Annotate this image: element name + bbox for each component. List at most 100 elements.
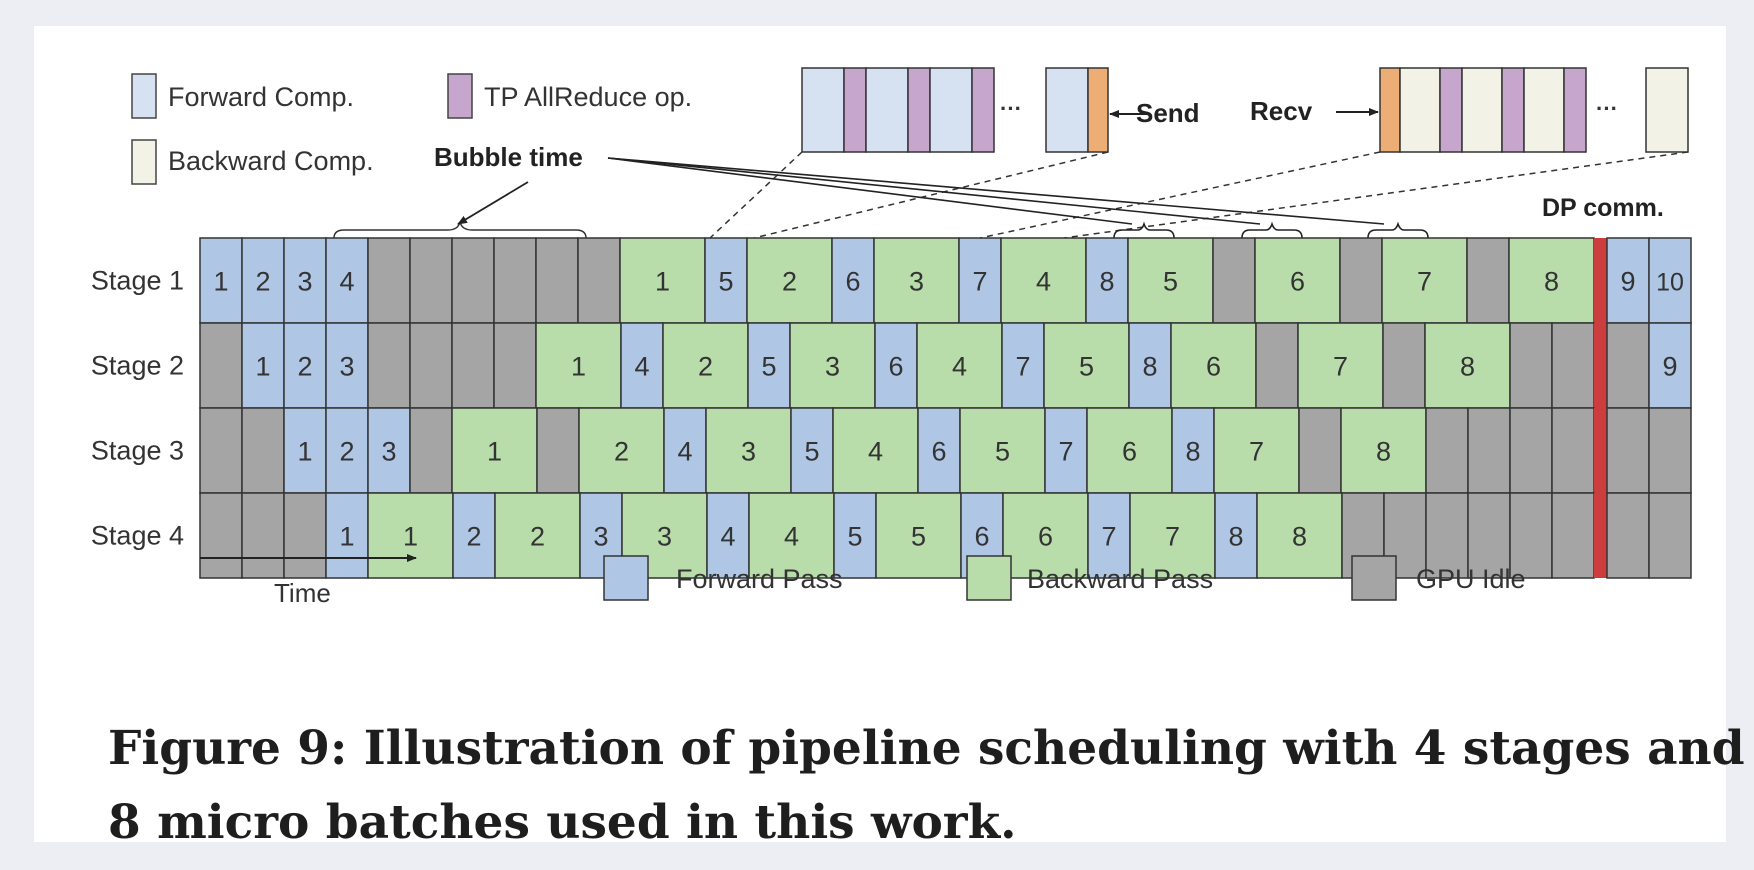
- micro-batch-number: 8: [1376, 437, 1391, 467]
- dp-comm-cell: [1594, 408, 1607, 493]
- bubble-arrow: [457, 181, 529, 225]
- micro-batch-number: 10: [1656, 269, 1684, 297]
- idle-cell: [199, 492, 243, 579]
- forward-cell: [283, 322, 327, 409]
- dp-comm-cell: [1594, 238, 1607, 323]
- figure-caption: Figure 9: Illustration of pipeline sched…: [108, 712, 1748, 860]
- forward-comp-swatch: [131, 73, 157, 119]
- forward-cell: [1044, 407, 1088, 494]
- micro-batch-number: 7: [1333, 352, 1348, 382]
- forward-cell: [1648, 237, 1692, 324]
- backward-pass-swatch: [966, 555, 1012, 601]
- forward-cell: [1214, 492, 1258, 579]
- micro-batch-number: 8: [1142, 352, 1157, 382]
- idle-cell: [451, 322, 495, 409]
- micro-batch-number: 7: [1101, 522, 1116, 552]
- idle-cell: [409, 407, 453, 494]
- forward-cell: [283, 237, 327, 324]
- micro-batch-number: 8: [1099, 267, 1114, 297]
- micro-batch-number: 8: [1460, 352, 1475, 382]
- idle-cell: [536, 407, 580, 494]
- idle-cell: [1551, 407, 1595, 494]
- forward-cell: [1648, 322, 1692, 409]
- backward-cell: [1129, 492, 1216, 579]
- idle-cell: [535, 237, 579, 324]
- figure: Forward Comp. TP AllReduce op. Backward …: [34, 26, 1745, 850]
- micro-batch-number: 3: [741, 437, 756, 467]
- idle-cell: [1212, 237, 1256, 324]
- idle-cell: [1382, 322, 1426, 409]
- backward-cell: [832, 407, 919, 494]
- gpu-idle-swatch: [1351, 555, 1397, 601]
- backward-cell: [1254, 237, 1341, 324]
- micro-batch-number: 5: [718, 267, 733, 297]
- backward-cell: [1086, 407, 1173, 494]
- forward-cell: [367, 407, 411, 494]
- micro-batch-number: 6: [845, 267, 860, 297]
- backward-comp-label: Backward Comp.: [168, 146, 374, 176]
- backward-cell: [367, 492, 454, 579]
- backward-cell: [1256, 492, 1343, 579]
- micro-batch-number: 2: [698, 352, 713, 382]
- idle-cell: [409, 237, 453, 324]
- dp-comm-cell: [1594, 323, 1607, 408]
- backward-cell: [875, 492, 962, 579]
- micro-batch-number: 6: [974, 522, 989, 552]
- micro-batch-number: 3: [909, 267, 924, 297]
- idle-cell: [367, 322, 411, 409]
- backward-cell: [494, 492, 581, 579]
- backward-comp-swatch: [131, 139, 157, 185]
- micro-batch-number: 1: [403, 522, 418, 552]
- micro-batch-number: 3: [593, 522, 608, 552]
- caption-line-1: Figure 9: Illustration of pipeline sched…: [108, 721, 1745, 776]
- micro-batch-number: 1: [655, 267, 670, 297]
- recv-ellipsis: ···: [1596, 96, 1618, 121]
- micro-batch-number: 5: [911, 522, 926, 552]
- idle-cell: [1648, 407, 1692, 494]
- forward-pass-label: Forward Pass: [676, 564, 843, 594]
- micro-batch-number: 9: [1662, 352, 1677, 382]
- micro-batch-number: 6: [931, 437, 946, 467]
- micro-batch-number: 1: [339, 522, 354, 552]
- micro-batch-number: 7: [1249, 437, 1264, 467]
- micro-batch-number: 3: [339, 352, 354, 382]
- idle-cell: [1606, 407, 1650, 494]
- backward-cell: [1213, 407, 1300, 494]
- projection-lines: [709, 151, 1689, 239]
- forward-cell: [325, 407, 369, 494]
- idle-cell: [1298, 407, 1342, 494]
- idle-cell: [1425, 492, 1469, 579]
- micro-batch-number: 8: [1228, 522, 1243, 552]
- forward-cell: [452, 492, 496, 579]
- idle-cell: [1467, 492, 1511, 579]
- send-detail: ··· Send: [801, 67, 1200, 153]
- bubble-lines: [607, 157, 1429, 239]
- micro-batch-number: 4: [1036, 267, 1051, 297]
- backward-cell: [451, 407, 538, 494]
- idle-cell: [283, 492, 327, 579]
- backward-cell: [1002, 492, 1089, 579]
- recv-label: Recv: [1250, 96, 1313, 126]
- micro-batch-number: 8: [1544, 267, 1559, 297]
- micro-batch-number: 4: [784, 522, 799, 552]
- idle-cell: [1467, 407, 1511, 494]
- micro-batch-number: 4: [634, 352, 649, 382]
- micro-batch-number: 4: [720, 522, 735, 552]
- stage-label: Stage 3: [91, 436, 184, 466]
- pipeline-diagram: Forward Comp. TP AllReduce op. Backward …: [91, 67, 1692, 608]
- micro-batch-number: 6: [888, 352, 903, 382]
- forward-cell: [325, 237, 369, 324]
- micro-batch-number: 5: [804, 437, 819, 467]
- micro-batch-number: 5: [995, 437, 1010, 467]
- idle-cell: [241, 492, 285, 579]
- micro-batch-number: 2: [614, 437, 629, 467]
- idle-cell: [367, 237, 411, 324]
- bubble-brace: [333, 221, 587, 239]
- forward-cell: [790, 407, 834, 494]
- send-ellipsis: ···: [1000, 96, 1022, 121]
- idle-cell: [1339, 237, 1383, 324]
- time-label: Time: [274, 578, 331, 608]
- dp-comm-label: DP comm.: [1542, 194, 1664, 222]
- forward-pass-swatch: [603, 555, 649, 601]
- micro-batch-number: 2: [466, 522, 481, 552]
